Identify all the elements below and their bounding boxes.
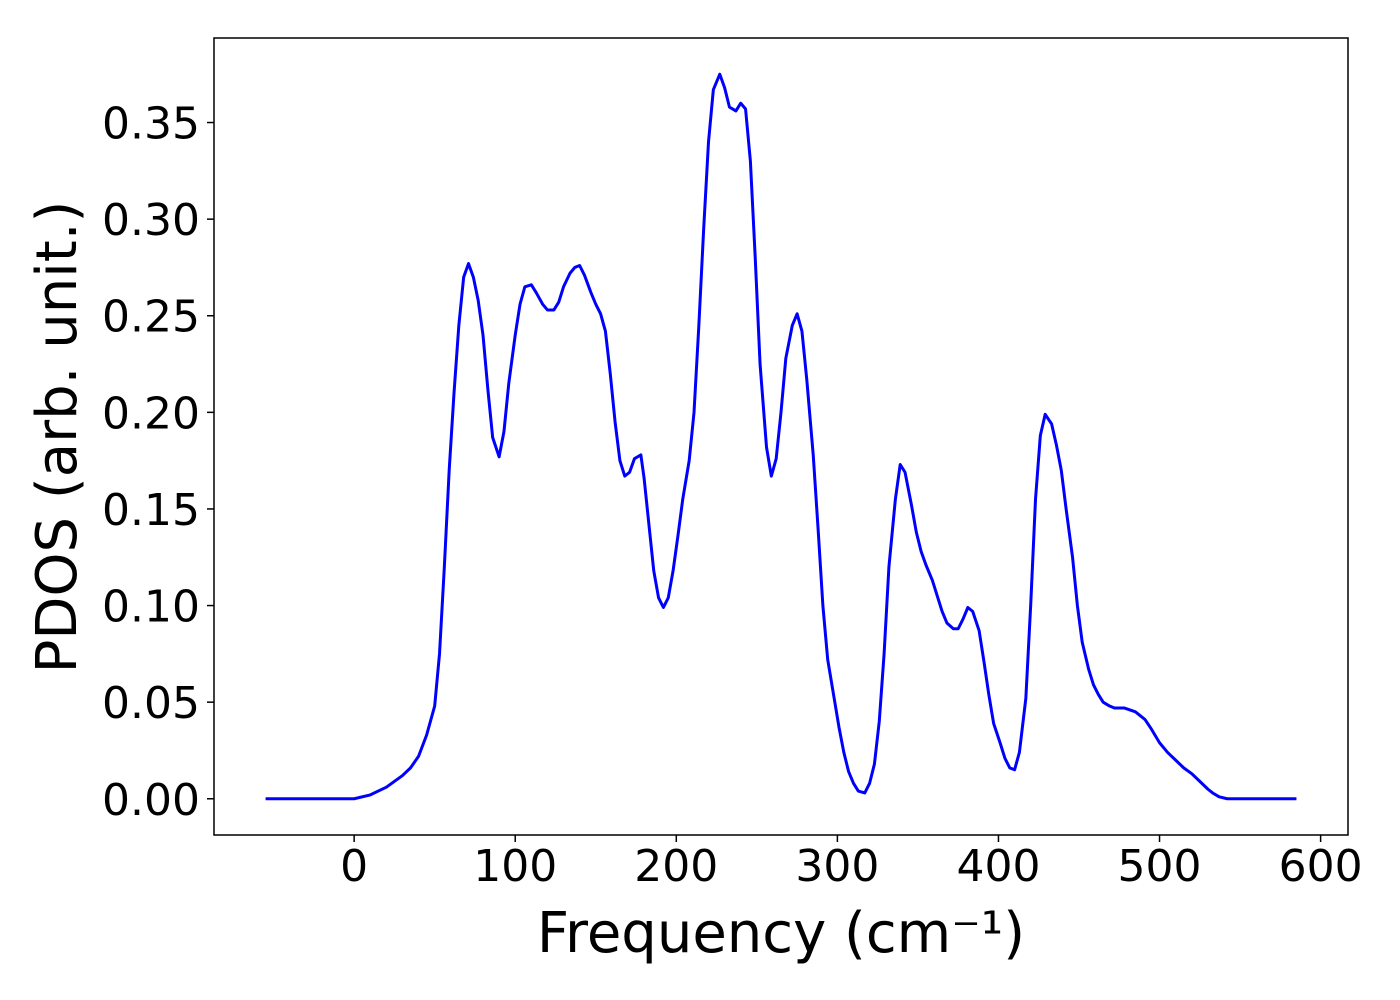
pdos-line [265,72,1297,801]
y-tick-label: 0.10 [102,582,200,633]
x-tick-label: 300 [795,841,879,892]
x-tick-label: 400 [956,841,1040,892]
x-tick-label: 500 [1118,841,1202,892]
y-tick-label: 0.30 [102,195,200,246]
y-tick-label: 0.35 [102,99,200,150]
plot-frame [213,37,1349,836]
y-tick-label: 0.20 [102,388,200,439]
x-tick-label: 600 [1279,841,1363,892]
y-axis-label: PDOS (arb. unit.) [25,201,90,674]
x-tick-label: 200 [634,841,718,892]
y-tick-label: 0.15 [102,485,200,536]
y-tick-label: 0.05 [102,678,200,729]
x-tick-label: 0 [340,841,368,892]
y-tick-label: 0.25 [102,292,200,343]
y-tick-label: 0.00 [102,775,200,826]
x-axis-label: Frequency (cm⁻¹) [537,901,1025,966]
x-tick-label: 100 [473,841,557,892]
